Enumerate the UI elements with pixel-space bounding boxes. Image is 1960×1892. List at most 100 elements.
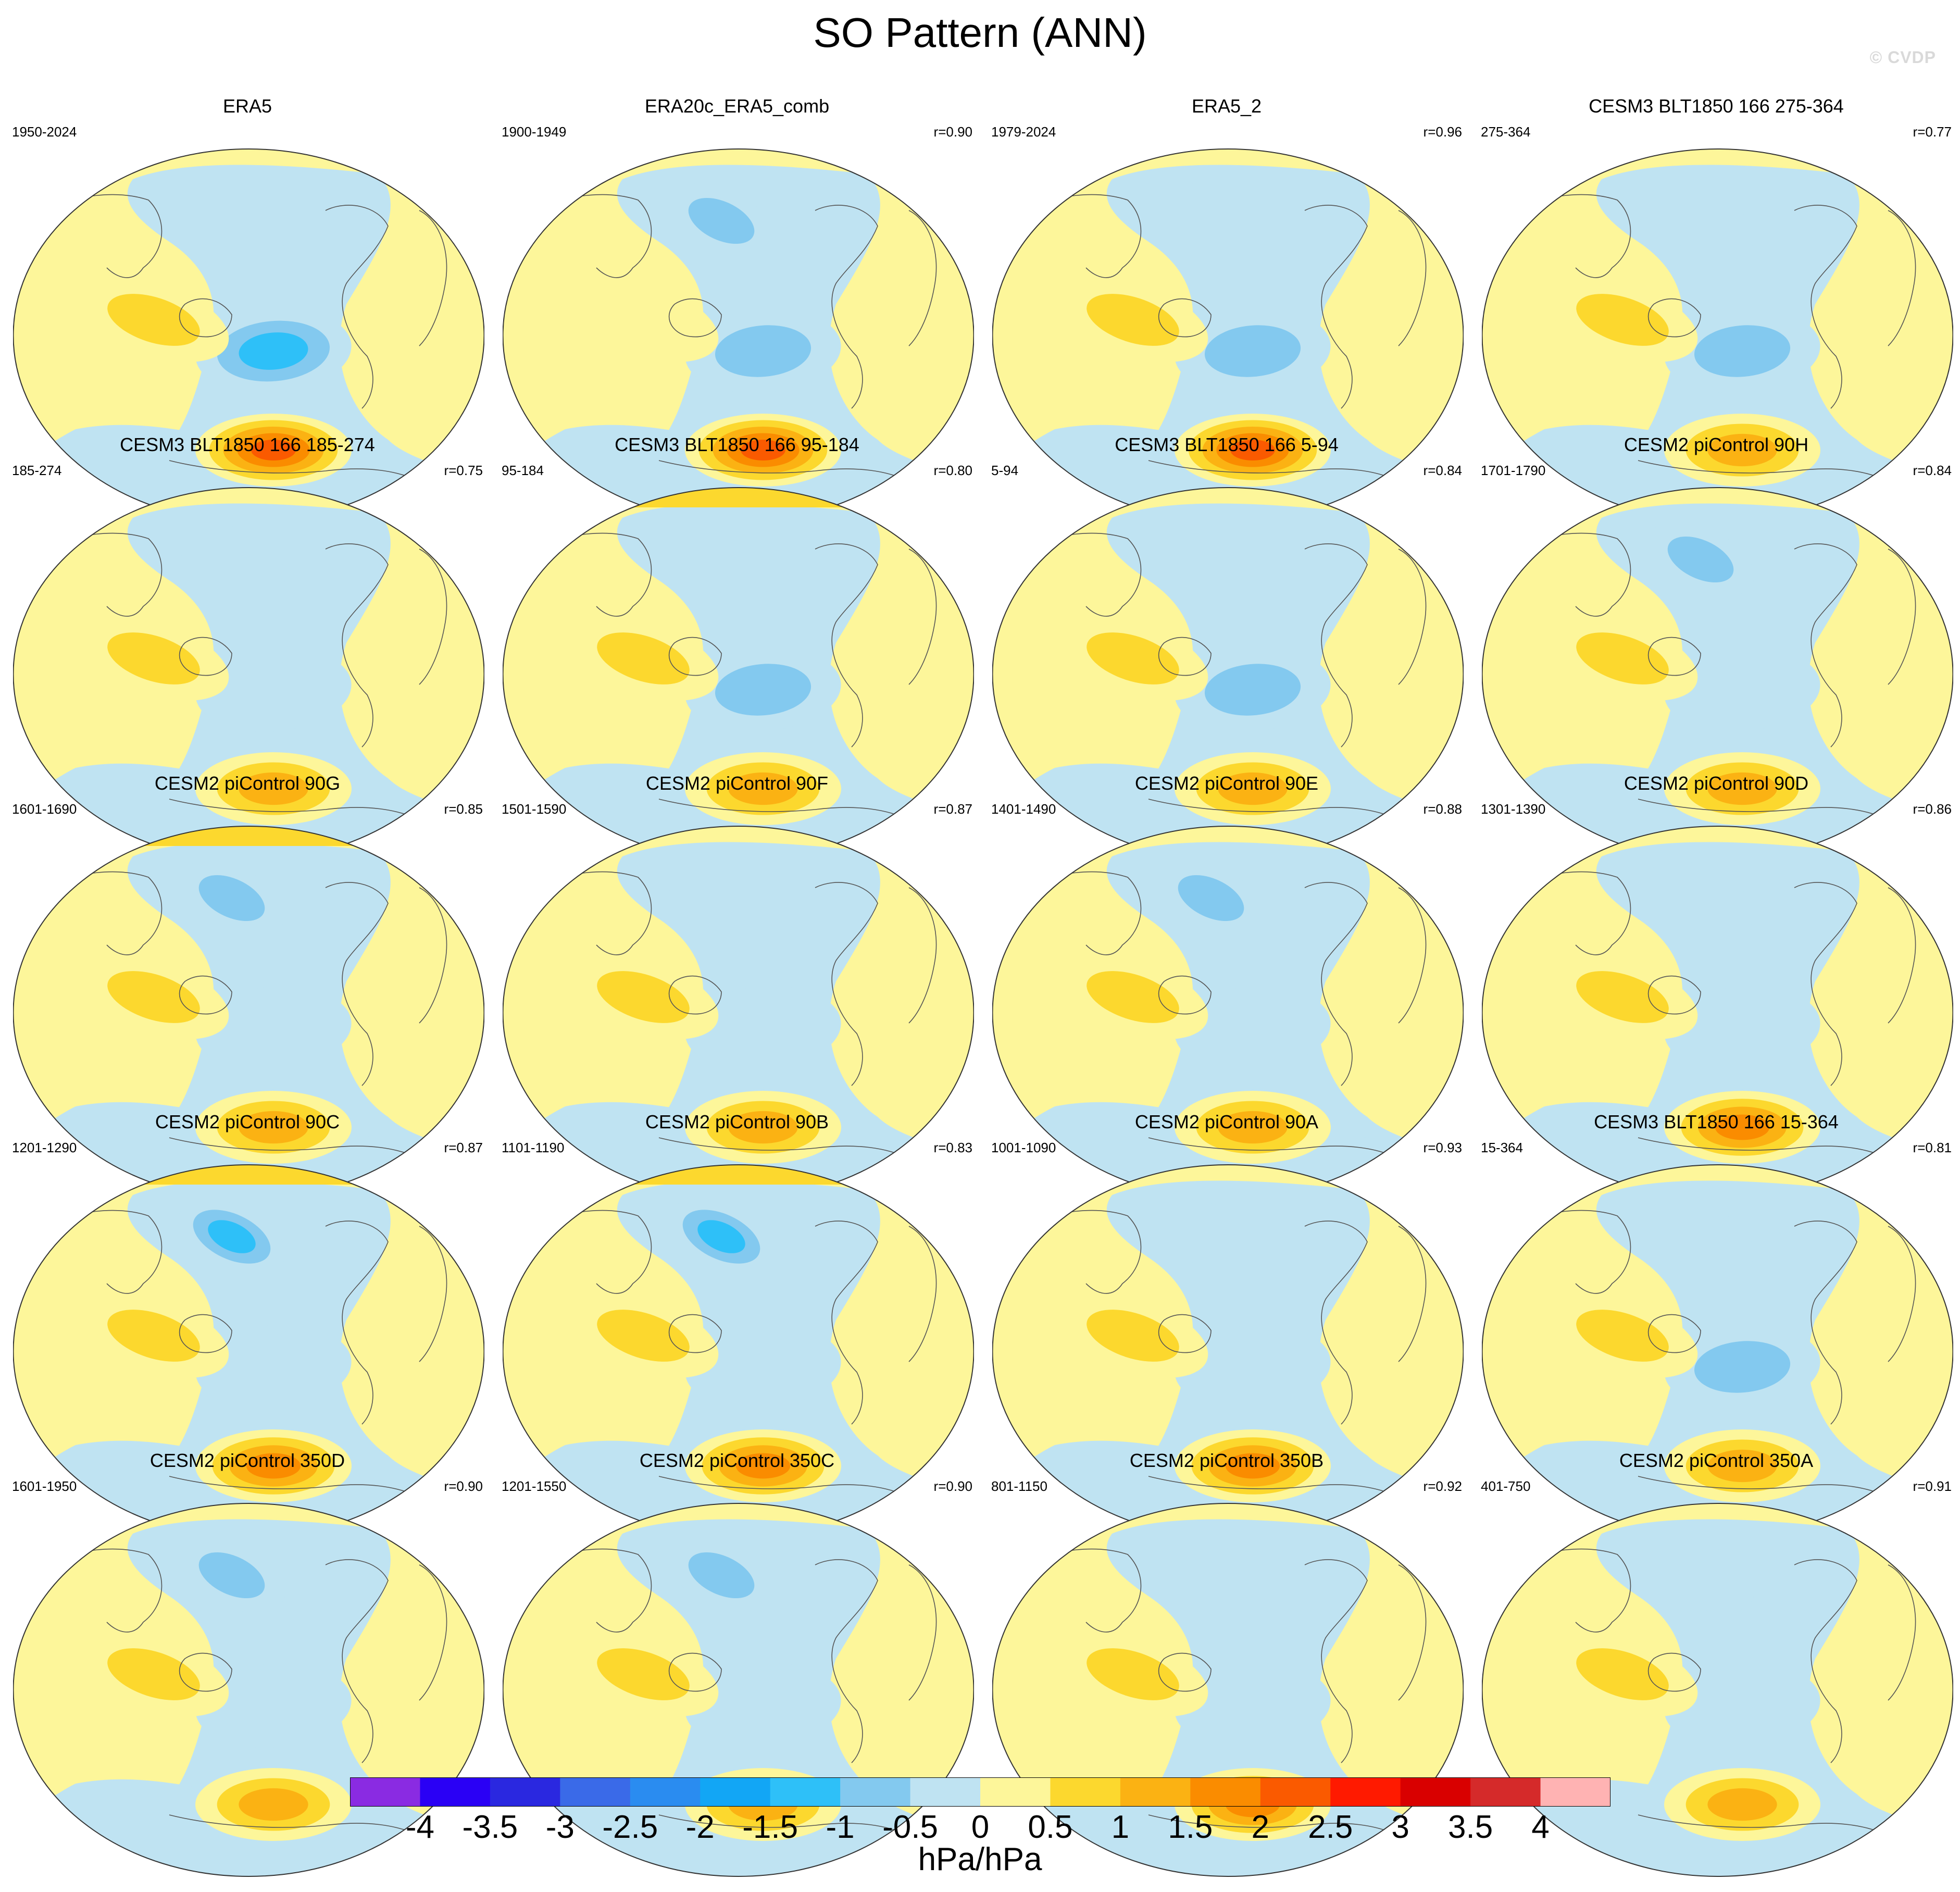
coastline	[1304, 1559, 1368, 1763]
map-plot	[503, 1164, 974, 1538]
map-panel: CESM2 piControl 350C 1201-1550 r=0.90	[492, 1449, 982, 1892]
coastline	[815, 543, 878, 748]
map-border	[13, 1503, 484, 1877]
panel-period: 1201-1290	[12, 1140, 77, 1155]
panel-period: 185-274	[12, 463, 62, 478]
south-pacific-anomaly-level-1	[1664, 1663, 1820, 1748]
panel-correlation: r=0.90	[933, 124, 972, 140]
coastline	[658, 1137, 909, 1159]
arctic-anomaly	[581, 1165, 893, 1185]
coastline	[1647, 1652, 1701, 1692]
antarctic-high-anomaly-level-3	[1707, 1449, 1777, 1483]
coastline	[658, 460, 909, 482]
coastline	[1304, 205, 1368, 409]
colorbar-swatch	[910, 1777, 981, 1807]
coastline	[325, 882, 389, 1086]
panel-correlation: r=0.75	[444, 463, 483, 478]
panel-title: CESM2 piControl 350B	[1129, 1450, 1324, 1471]
colorbar-swatch	[420, 1777, 491, 1807]
coastline	[1304, 543, 1368, 748]
coastline	[1888, 1226, 1916, 1362]
coastline	[179, 298, 232, 338]
panel-period: 1101-1190	[502, 1140, 565, 1155]
map-panel: CESM2 piControl 90G 1601-1690 r=0.85	[3, 772, 492, 1215]
map-plot	[992, 826, 1464, 1200]
colorbar-tick-label: 2.5	[1308, 1809, 1353, 1845]
antarctic-high-anomaly-level-3	[1707, 433, 1777, 467]
map-field	[1482, 488, 1953, 861]
panel-correlation: r=0.90	[444, 1478, 483, 1494]
panel-correlation: r=0.84	[1913, 463, 1952, 478]
australia-anomaly-level-2	[107, 1648, 200, 1700]
south-pacific-anomaly-level-2	[715, 664, 812, 716]
colorbar-tick-label: -0.5	[882, 1809, 938, 1845]
colorbar-swatch	[1120, 1777, 1191, 1807]
aleutian-anomaly-level-1	[1647, 1199, 1754, 1274]
coastline	[1888, 549, 1916, 685]
panel-period: 1601-1950	[12, 1478, 77, 1494]
coastline	[1158, 975, 1212, 1015]
colorbar-tick-label: -2.5	[602, 1809, 658, 1845]
aleutian-anomaly-level-2	[1667, 536, 1734, 583]
south-pacific-anomaly-level-2	[1204, 325, 1301, 377]
aleutian-anomaly-level-1	[1157, 1199, 1265, 1274]
coastline	[815, 1559, 878, 1763]
map-field	[1482, 1503, 1953, 1876]
coastline	[1647, 1314, 1701, 1353]
coastline	[658, 799, 909, 820]
antarctic-high-anomaly-level-3	[1218, 1111, 1288, 1144]
coastline	[1398, 887, 1427, 1024]
coastline	[668, 637, 722, 676]
south-pacific-anomaly-level-1	[1664, 648, 1820, 732]
panel-correlation: r=0.85	[444, 801, 483, 817]
colorbar-units: hPa/hPa	[918, 1841, 1042, 1877]
panel-correlation: r=0.90	[933, 1478, 972, 1494]
map-plot	[1482, 1164, 1953, 1538]
colorbar-swatch	[770, 1777, 841, 1807]
south-pacific-anomaly-level-1	[195, 1325, 352, 1409]
coastline	[1304, 882, 1368, 1086]
coastline	[325, 1221, 389, 1425]
antarctic-high-anomaly-level-3	[239, 772, 308, 805]
panel-correlation: r=0.87	[933, 801, 972, 817]
australia-anomaly-level-2	[107, 971, 200, 1023]
colorbar-swatch	[490, 1777, 560, 1807]
map-panel: CESM2 piControl 90H 1701-1790 r=0.84	[1471, 433, 1960, 876]
coastline	[1398, 549, 1427, 685]
coastline	[1158, 1652, 1212, 1692]
coastline	[179, 1314, 232, 1353]
map-panel: CESM3 BLT1850 166 95-184 95-184 r=0.80	[492, 433, 982, 876]
antarctic-high-anomaly-level-3	[728, 1111, 798, 1144]
coastline	[1398, 210, 1427, 346]
colorbar-tick-label: -4	[405, 1809, 435, 1845]
antarctic-high-anomaly-level-4	[1225, 1453, 1280, 1479]
colorbar-tick-label: -2	[685, 1809, 715, 1845]
coastline	[169, 1476, 420, 1498]
arctic-anomaly	[91, 826, 404, 846]
coastline	[325, 1559, 389, 1763]
map-panel: ERA5_2 1979-2024 r=0.96	[982, 95, 1471, 538]
map-plot	[1482, 148, 1953, 522]
coastline	[1638, 1476, 1889, 1498]
map-panel: ERA20c_ERA5_comb 1900-1949 r=0.90	[492, 95, 982, 538]
antarctic-high-anomaly-level-3	[1707, 1788, 1777, 1821]
colorbar-tick-label: 0	[971, 1809, 990, 1845]
coastline	[1148, 1814, 1399, 1836]
arctic-anomaly	[91, 1165, 404, 1185]
panel-title: CESM2 piControl 350A	[1619, 1450, 1814, 1471]
panel-correlation: r=0.81	[1913, 1140, 1952, 1155]
panel-correlation: r=0.80	[933, 463, 972, 478]
colorbar-tick-label: 1.5	[1168, 1809, 1213, 1845]
colorbar-tick-label: -1.5	[742, 1809, 798, 1845]
aleutian-anomaly-level-2	[1178, 875, 1244, 922]
map-panel: CESM2 piControl 90D 1301-1390 r=0.86	[1471, 772, 1960, 1215]
map-panel: CESM2 piControl 90A 1001-1090 r=0.93	[982, 1111, 1471, 1553]
colorbar-swatch	[840, 1777, 911, 1807]
aleutian-anomaly-level-2	[198, 1552, 265, 1599]
panel-title: CESM2 piControl 90G	[154, 773, 341, 794]
coastline	[419, 1226, 447, 1362]
colorbar-swatch	[1190, 1777, 1261, 1807]
south-pacific-anomaly-level-3	[239, 332, 308, 370]
australia-anomaly-level-2	[1576, 632, 1669, 684]
coastline	[1398, 1226, 1427, 1362]
